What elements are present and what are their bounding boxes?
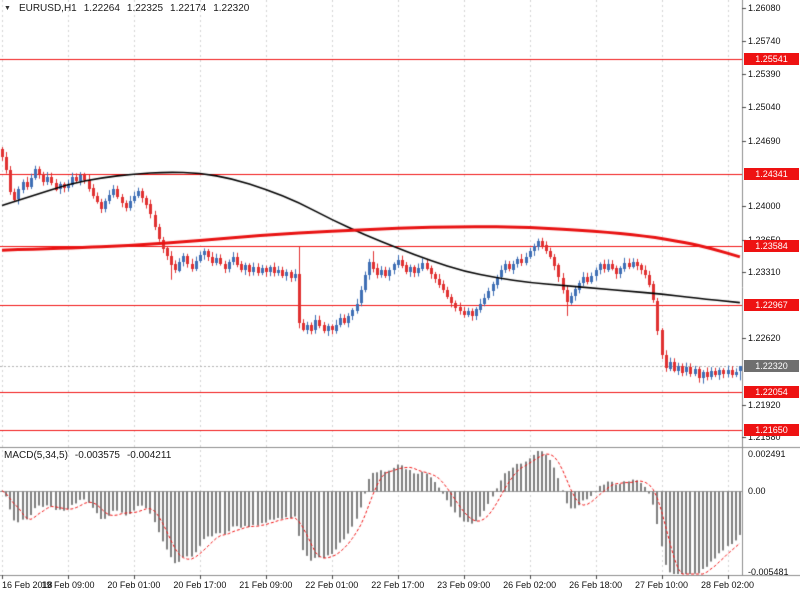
symbol-dropdown-icon[interactable]: ▼ [4,5,11,12]
chart-header: ▼ EURUSD,H1 1.22264 1.22325 1.22174 1.22… [4,3,249,14]
ohlc-close-value: 1.22320 [213,3,250,14]
macd-main-value: -0.003575 [74,450,120,461]
macd-signal-value: -0.004211 [126,450,172,461]
ohlc-low-value: 1.22174 [170,3,207,14]
macd-header: MACD(5,34,5) -0.003575 -0.004211 [4,450,171,461]
macd-indicator-label: MACD(5,34,5) [4,450,68,461]
ohlc-high-value: 1.22325 [126,3,164,14]
ohlc-open-value: 1.22264 [83,3,120,14]
symbol-timeframe-label: EURUSD,H1 [18,3,77,14]
